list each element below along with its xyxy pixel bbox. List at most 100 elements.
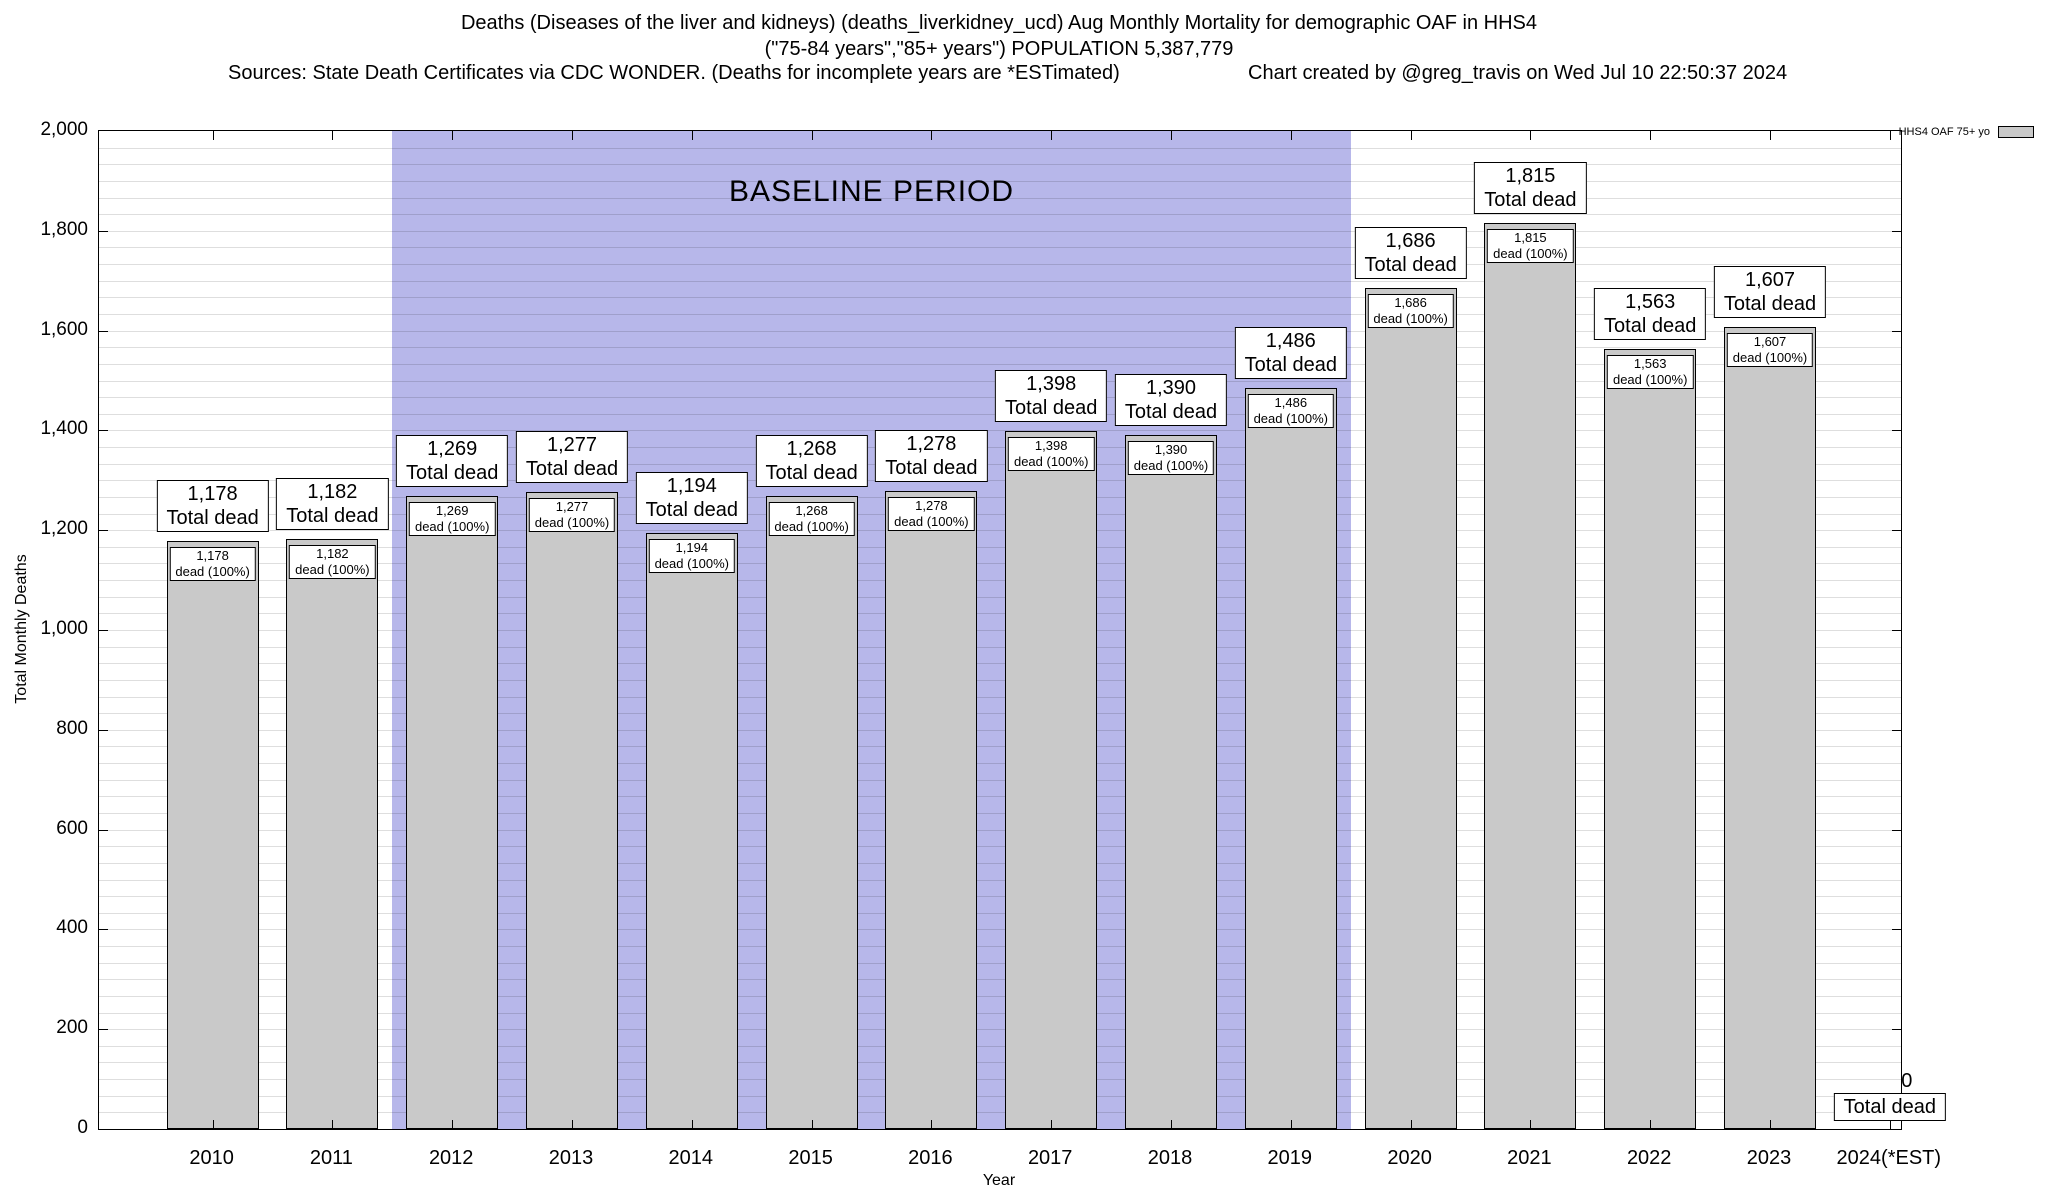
- bar-label-text: Total dead: [286, 505, 379, 528]
- gridline: [99, 1045, 1901, 1047]
- bar-inner-label: 1,278 dead (100%): [888, 497, 975, 532]
- inner-label-value: 1,178: [196, 548, 229, 564]
- bar-inner-label: 1,563 dead (100%): [1606, 355, 1694, 390]
- y-tick-mark: [99, 330, 108, 332]
- gridline: [99, 513, 1901, 515]
- gridline: [99, 264, 1901, 266]
- gridline: [99, 447, 1901, 449]
- inner-label-text: dead (100%): [1493, 246, 1568, 262]
- x-tick-mark: [1650, 1120, 1652, 1129]
- bar: [1364, 287, 1457, 1129]
- gridline: [99, 779, 1901, 781]
- bar: [885, 491, 978, 1129]
- inner-label-value: 1,278: [915, 498, 948, 514]
- bar-inner-label: 1,268 dead (100%): [768, 502, 855, 537]
- x-tick-mark: [931, 1120, 933, 1129]
- gridline: [99, 1095, 1901, 1097]
- gridline: [99, 812, 1901, 814]
- bar-label-box: 1,390 Total dead: [1114, 374, 1228, 427]
- bar-inner-label: 1,607 dead (100%): [1726, 333, 1814, 368]
- bar: [1484, 223, 1577, 1129]
- gridline: [99, 1079, 1901, 1081]
- bar-inner-label: 1,486 dead (100%): [1247, 393, 1335, 428]
- bar-label-text: Total dead: [1723, 293, 1817, 316]
- gridline: [99, 946, 1901, 948]
- legend-swatch: [1998, 126, 2034, 138]
- x-tick-mark: [1171, 1120, 1172, 1129]
- bar-outer-label: 1,182 Total dead: [276, 478, 389, 531]
- bar-label-box: 1,486 Total dead: [1234, 326, 1347, 379]
- x-tick-mark: [452, 131, 454, 140]
- gridline: [99, 546, 1901, 548]
- bar-outer-label: 1,269 Total dead: [396, 434, 509, 487]
- y-tick-mark: [1892, 630, 1901, 631]
- gridlines-layer: [99, 131, 1901, 1129]
- y-tick-mark: [1892, 729, 1901, 731]
- gridline: [99, 463, 1901, 465]
- bar-label-text: Total dead: [1843, 1096, 1936, 1118]
- gridline: [99, 580, 1901, 582]
- bar-label-text: Total dead: [1364, 253, 1457, 276]
- x-tick-mark: [1410, 131, 1412, 140]
- bar-inner-label: 1,390 dead (100%): [1127, 441, 1215, 476]
- y-tick-mark: [99, 729, 108, 731]
- gridline: [99, 746, 1901, 748]
- x-tick-mark: [1410, 1120, 1412, 1129]
- chart-notes-row: Sources: State Death Certificates via CD…: [98, 62, 1900, 88]
- x-tick-mark: [1889, 1120, 1891, 1129]
- chart-header: Deaths (Diseases of the liver and kidney…: [98, 10, 1900, 88]
- y-tick-mark: [1892, 230, 1901, 232]
- bar-label-box: 1,277 Total dead: [515, 430, 629, 483]
- x-tick-mark: [1530, 1120, 1532, 1129]
- bar-label-box: 1,268 Total dead: [755, 435, 868, 488]
- y-tick-label: 600: [56, 817, 88, 839]
- x-tick-mark: [811, 131, 813, 140]
- inner-label-value: 1,815: [1514, 230, 1547, 246]
- legend-label: HHS4 OAF 75+ yo: [1898, 126, 1990, 138]
- inner-label-text: dead (100%): [1373, 310, 1448, 326]
- bar-label-box: 1,686 Total dead: [1354, 226, 1467, 279]
- x-tick-mark: [572, 1120, 573, 1129]
- baseline-label: BASELINE PERIOD: [728, 175, 1015, 208]
- gridline: [99, 496, 1901, 498]
- inner-label-text: dead (100%): [774, 519, 849, 535]
- y-tick-label: 1,400: [40, 418, 88, 440]
- bar-outer-label: 1,398 Total dead: [995, 370, 1108, 423]
- bar: [526, 491, 618, 1129]
- bar-label-value: 1,486: [1265, 329, 1316, 352]
- bar-label-value: 1,268: [786, 438, 837, 461]
- bar-label-value: 1,178: [187, 483, 238, 506]
- bar-inner-label: 1,686 dead (100%): [1367, 293, 1454, 328]
- inner-label-text: dead (100%): [1253, 410, 1329, 426]
- y-tick-label: 0: [77, 1117, 88, 1138]
- bar-label-value: 1,390: [1145, 377, 1197, 400]
- bar-label-value: 1,815: [1505, 165, 1556, 188]
- x-tick-mark: [1770, 131, 1771, 140]
- bar-label-box: 1,182 Total dead: [276, 478, 389, 531]
- chart-title: Deaths (Diseases of the liver and kidney…: [460, 12, 1538, 34]
- x-tick-mark: [212, 1120, 214, 1129]
- gridline: [99, 480, 1901, 482]
- inner-label-text: dead (100%): [534, 514, 610, 530]
- bar-label-text: Total dead: [765, 462, 858, 485]
- bar-label-box: 1,278 Total dead: [875, 430, 988, 483]
- x-tick-label: 2022: [1626, 1147, 1672, 1169]
- bar-label-box: Total dead: [1833, 1093, 1946, 1121]
- inner-label-text: dead (100%): [1133, 458, 1209, 474]
- bar-label-text: Total dead: [1124, 401, 1218, 424]
- x-tick-mark: [452, 1120, 454, 1129]
- bar: [286, 539, 379, 1129]
- gridline: [99, 280, 1901, 282]
- y-tick-mark: [99, 829, 108, 831]
- gridline: [99, 430, 1901, 432]
- x-tick-mark: [1171, 131, 1172, 140]
- x-tick-label: 2014: [668, 1147, 714, 1169]
- x-tick-label: 2013: [548, 1147, 594, 1169]
- y-tick-mark: [1892, 330, 1901, 332]
- bars-layer: 1,178 dead (100%) 1,178 Total dead 1,182 dead…: [99, 131, 1946, 1129]
- y-tick-mark: [1892, 530, 1901, 532]
- y-tick-label: 1,800: [40, 218, 88, 240]
- y-tick-mark: [99, 630, 108, 631]
- inner-label-text: dead (100%): [175, 564, 250, 580]
